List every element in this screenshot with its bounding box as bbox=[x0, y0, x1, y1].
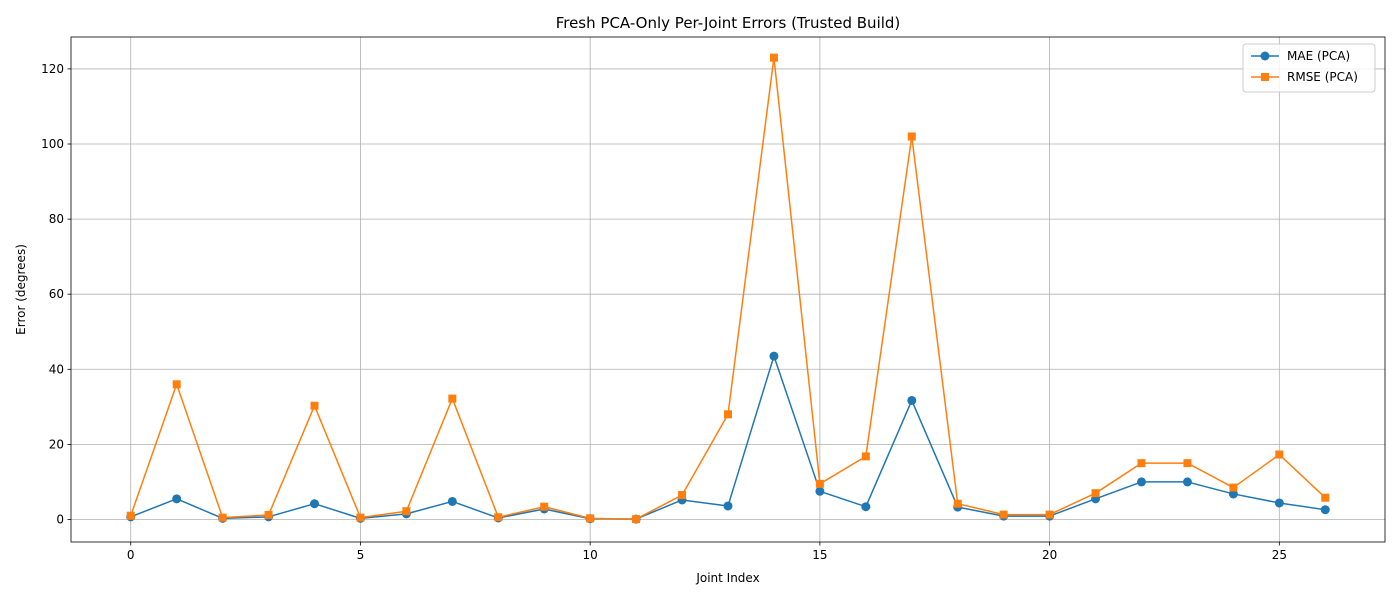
data-point-square bbox=[953, 499, 962, 508]
data-point-square bbox=[1321, 493, 1330, 502]
data-point-circle bbox=[172, 494, 182, 504]
x-tick-label: 10 bbox=[583, 548, 598, 562]
data-point-square bbox=[126, 511, 135, 520]
data-point-square bbox=[1183, 459, 1192, 468]
data-point-square bbox=[999, 510, 1008, 519]
axis-ticks: 0 5 10 15 20 25 0 20 40 60 80 100 120 bbox=[41, 62, 1287, 562]
y-tick-label: 20 bbox=[49, 437, 64, 451]
data-point-square bbox=[172, 380, 181, 389]
data-point-circle bbox=[310, 499, 320, 509]
y-axis-label: Error (degrees) bbox=[14, 244, 28, 335]
y-tick-label: 60 bbox=[49, 287, 64, 301]
data-point-square bbox=[907, 132, 916, 141]
data-point-square bbox=[540, 502, 549, 511]
legend-label: MAE (PCA) bbox=[1287, 49, 1350, 63]
legend-marker-circle bbox=[1260, 51, 1270, 61]
data-point-square bbox=[1045, 510, 1054, 519]
data-point-square bbox=[402, 507, 411, 516]
data-point-square bbox=[678, 491, 687, 500]
legend-item: RMSE (PCA) bbox=[1251, 70, 1358, 84]
series-layer bbox=[126, 53, 1330, 524]
data-point-square bbox=[218, 513, 227, 522]
legend-label: RMSE (PCA) bbox=[1287, 70, 1358, 84]
x-axis-label: Joint Index bbox=[695, 571, 759, 585]
data-point-square bbox=[1275, 450, 1284, 459]
data-point-square bbox=[448, 394, 457, 403]
plot-frame bbox=[70, 36, 1386, 543]
chart-title: Fresh PCA-Only Per-Joint Errors (Trusted… bbox=[556, 14, 901, 32]
x-tick-label: 0 bbox=[127, 548, 135, 562]
data-point-circle bbox=[1228, 489, 1238, 499]
y-tick-label: 40 bbox=[49, 362, 64, 376]
data-point-circle bbox=[907, 395, 917, 405]
data-point-square bbox=[1091, 489, 1100, 498]
data-point-square bbox=[1137, 459, 1146, 468]
y-tick-label: 0 bbox=[56, 512, 64, 526]
grid bbox=[71, 37, 1385, 542]
data-point-circle bbox=[861, 502, 871, 512]
x-tick-label: 15 bbox=[812, 548, 827, 562]
legend: MAE (PCA) RMSE (PCA) bbox=[1242, 43, 1376, 93]
y-tick-label: 100 bbox=[41, 137, 64, 151]
data-point-square bbox=[632, 515, 641, 524]
data-point-square bbox=[1229, 483, 1238, 492]
y-tick-label: 120 bbox=[41, 62, 64, 76]
x-tick-label: 5 bbox=[357, 548, 365, 562]
series-rmse-pca bbox=[126, 53, 1330, 524]
data-point-square bbox=[264, 510, 273, 519]
data-point-circle bbox=[723, 501, 733, 511]
data-point-square bbox=[356, 513, 365, 522]
legend-marker-square bbox=[1261, 73, 1269, 81]
data-point-circle bbox=[1274, 498, 1284, 508]
data-point-circle bbox=[1182, 477, 1192, 487]
data-point-circle bbox=[1320, 505, 1330, 515]
x-tick-label: 25 bbox=[1272, 548, 1287, 562]
data-point-square bbox=[724, 410, 732, 419]
data-point-circle bbox=[769, 351, 779, 361]
data-point-square bbox=[769, 53, 778, 62]
data-point-square bbox=[861, 452, 870, 461]
data-point-square bbox=[586, 514, 595, 523]
data-point-circle bbox=[815, 486, 825, 496]
data-point-square bbox=[815, 479, 824, 488]
data-point-square bbox=[494, 513, 503, 522]
data-point-square bbox=[310, 401, 319, 410]
data-point-circle bbox=[1136, 477, 1146, 487]
x-tick-label: 20 bbox=[1042, 548, 1057, 562]
legend-item: MAE (PCA) bbox=[1251, 49, 1350, 63]
data-point-circle bbox=[447, 496, 457, 506]
y-tick-label: 80 bbox=[49, 212, 64, 226]
